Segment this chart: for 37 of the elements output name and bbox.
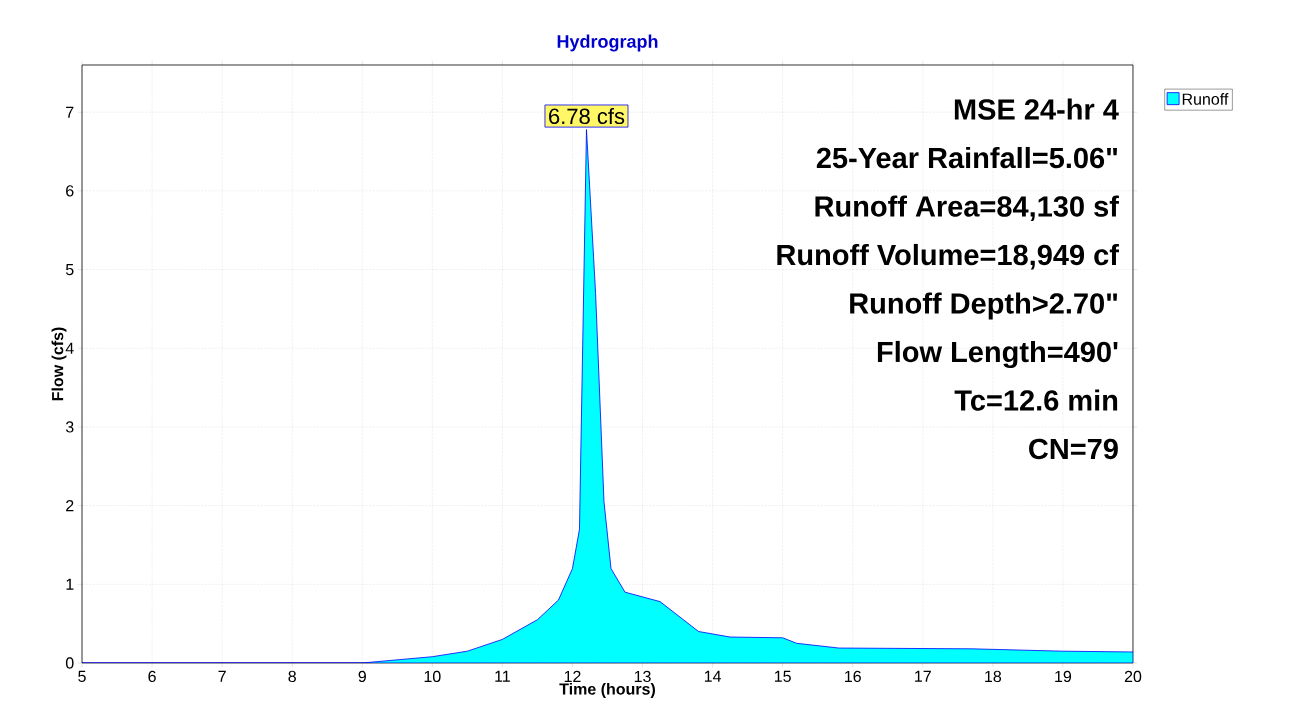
x-tick-label: 16 xyxy=(845,670,861,683)
x-tick-label: 10 xyxy=(424,670,441,683)
x-tick-label: 17 xyxy=(915,670,931,682)
y-tick-label: 0 xyxy=(65,657,74,669)
annotation: CN=79 xyxy=(1029,438,1118,460)
x-tick-label: 15 xyxy=(774,670,791,682)
x-axis-title: Time (hours) xyxy=(559,682,655,698)
y-tick-label: 5 xyxy=(65,263,74,276)
y-tick-label: 6 xyxy=(66,185,74,197)
annotation: MSE 24-hr 4 xyxy=(954,98,1119,120)
legend-label: Runoff xyxy=(1182,93,1229,105)
x-tick-label: 9 xyxy=(358,670,366,683)
x-tick-label: 5 xyxy=(78,670,86,682)
y-tick-label: 1 xyxy=(66,578,74,590)
annotation: Runoff Volume=18,949 cf xyxy=(777,243,1119,270)
x-tick-label: 12 xyxy=(564,670,581,682)
x-tick-label: 11 xyxy=(495,670,510,682)
x-tick-label: 8 xyxy=(288,670,296,683)
x-tick-label: 19 xyxy=(1055,670,1072,683)
annotation: Runoff Area=84,130 sf xyxy=(815,195,1119,221)
x-tick-label: 6 xyxy=(148,670,156,683)
y-tick-label: 3 xyxy=(65,421,74,433)
y-tick-label: 4 xyxy=(65,342,74,354)
annotation: Flow Length=490' xyxy=(877,340,1118,369)
x-tick-label: 13 xyxy=(634,670,651,683)
x-tick-label: 7 xyxy=(218,670,226,682)
y-tick-label: 2 xyxy=(66,500,74,512)
x-tick-label: 20 xyxy=(1124,670,1142,683)
annotation: 6.78 cfs xyxy=(549,107,625,125)
annotation: 25-Year Rainfall=5.06" xyxy=(816,146,1117,169)
annotation: Tc=12.6 min xyxy=(954,389,1118,411)
annotation: Runoff Depth>2.70" xyxy=(850,292,1118,320)
x-tick-label: 14 xyxy=(704,670,722,682)
x-tick-label: 18 xyxy=(985,670,1002,683)
y-axis-title: Flow (cfs) xyxy=(51,327,67,401)
y-tick-label: 7 xyxy=(66,106,74,118)
chart-title: Hydrograph xyxy=(557,34,658,52)
